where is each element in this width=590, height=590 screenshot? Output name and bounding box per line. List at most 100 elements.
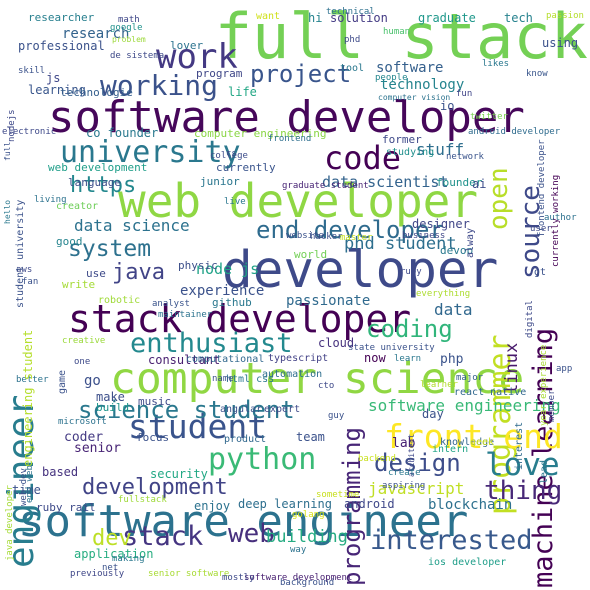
- cloud-word: frontend: [268, 134, 312, 144]
- cloud-word: tool: [340, 63, 365, 74]
- cloud-word: data scientist: [322, 173, 449, 191]
- cloud-word: stack: [122, 521, 204, 552]
- cloud-word: everything: [416, 289, 471, 299]
- cloud-word: google: [110, 23, 143, 33]
- cloud-word: android developer: [468, 127, 561, 137]
- cloud-word: end developer: [256, 216, 444, 244]
- cloud-word: aws: [16, 265, 33, 275]
- cloud-word: java: [112, 260, 165, 285]
- cloud-word: designer: [412, 217, 470, 231]
- cloud-word: senior software: [148, 569, 230, 579]
- cloud-word: go: [84, 373, 101, 389]
- cloud-word: senior: [74, 441, 121, 456]
- cloud-word: lover: [170, 39, 204, 52]
- cloud-word: previously: [70, 569, 125, 579]
- cloud-word: alway: [465, 227, 476, 258]
- cloud-word: js: [46, 71, 61, 85]
- cloud-word: android: [344, 497, 395, 511]
- cloud-word: ai: [472, 177, 487, 191]
- cloud-word: build: [96, 401, 130, 414]
- cloud-word: business: [402, 231, 446, 241]
- cloud-word: user: [530, 224, 552, 234]
- cloud-word: learner: [420, 380, 458, 390]
- cloud-word: name: [212, 374, 234, 384]
- cloud-word: geek: [470, 437, 495, 448]
- cloud-word: experience: [180, 283, 265, 299]
- cloud-word: team: [296, 430, 325, 444]
- cloud-word: studying: [386, 147, 435, 158]
- cloud-word: data: [434, 300, 473, 319]
- cloud-word: security: [150, 467, 208, 481]
- cloud-word: system: [68, 236, 152, 262]
- cloud-word: passion: [546, 11, 584, 21]
- cloud-word: stuff: [416, 140, 465, 159]
- cloud-word: cto: [318, 381, 335, 391]
- cloud-word: backend: [358, 454, 396, 464]
- cloud-word: web developer: [118, 174, 479, 228]
- cloud-word: react native: [454, 387, 527, 398]
- cloud-word: skill: [18, 66, 46, 76]
- cloud-word: good: [56, 235, 83, 248]
- cloud-word: math: [118, 15, 140, 25]
- cloud-word: website: [286, 231, 324, 241]
- cloud-word: hacker: [310, 232, 343, 242]
- cloud-word: create: [388, 468, 421, 478]
- cloud-word: network: [446, 152, 484, 162]
- cloud-word: learn: [394, 354, 422, 364]
- cloud-word: twitter: [470, 112, 508, 122]
- cloud-word: better: [16, 375, 49, 385]
- cloud-word: app: [556, 364, 573, 374]
- cloud-word: computational: [186, 354, 265, 365]
- cloud-word: fan: [22, 277, 39, 287]
- cloud-word: based: [42, 465, 79, 479]
- cloud-word: work: [156, 37, 238, 77]
- cloud-word: golang: [292, 510, 325, 520]
- cloud-word: product: [224, 434, 267, 445]
- cloud-word: net: [102, 563, 119, 573]
- cloud-word: now: [364, 351, 386, 365]
- cloud-word: stack developer: [68, 297, 412, 341]
- cloud-word: interested: [370, 525, 533, 556]
- cloud-word: angular: [220, 404, 263, 415]
- cloud-word: author: [544, 213, 577, 223]
- cloud-word: university: [60, 135, 241, 170]
- cloud-word: software: [376, 60, 444, 76]
- cloud-word: hi: [308, 11, 323, 25]
- cloud-word: technology: [380, 77, 465, 93]
- cloud-word: developer: [222, 241, 499, 300]
- cloud-word: former: [382, 133, 422, 146]
- cloud-word: solution: [330, 11, 388, 25]
- cloud-word: microsoft: [58, 417, 107, 427]
- cloud-word: science student: [78, 396, 295, 424]
- cloud-word: graduate student: [282, 181, 369, 191]
- cloud-word: automation: [262, 369, 323, 380]
- cloud-word: music: [138, 395, 172, 408]
- cloud-word: software developer: [48, 92, 525, 143]
- cloud-word: frontend developer: [537, 139, 547, 238]
- cloud-word: language: [68, 176, 121, 189]
- cloud-word: html css: [226, 374, 275, 385]
- cloud-word: hello: [3, 199, 12, 224]
- cloud-word: fun: [456, 89, 473, 99]
- cloud-word: technical: [326, 7, 375, 17]
- cloud-word: want: [256, 11, 281, 22]
- cloud-word: sometime: [316, 490, 360, 500]
- cloud-word: live: [224, 197, 246, 207]
- cloud-word: tech: [504, 11, 533, 25]
- cloud-word: typescript: [268, 353, 329, 364]
- cloud-word: data science: [74, 216, 190, 235]
- cloud-word: learning: [28, 83, 86, 97]
- cloud-word: making: [112, 554, 145, 564]
- cloud-word: cloud: [318, 336, 355, 350]
- cloud-word: member: [547, 389, 557, 423]
- cloud-word: analyst: [152, 299, 190, 309]
- cloud-word: know: [526, 69, 548, 79]
- cloud-word: world: [294, 248, 328, 261]
- cloud-word: blockchain: [428, 497, 513, 513]
- cloud-word: nodejs: [7, 109, 17, 143]
- cloud-word: human: [383, 27, 411, 37]
- cloud-word: working: [100, 69, 219, 102]
- cloud-word: background: [280, 578, 335, 588]
- cloud-word: deep learning: [238, 497, 332, 511]
